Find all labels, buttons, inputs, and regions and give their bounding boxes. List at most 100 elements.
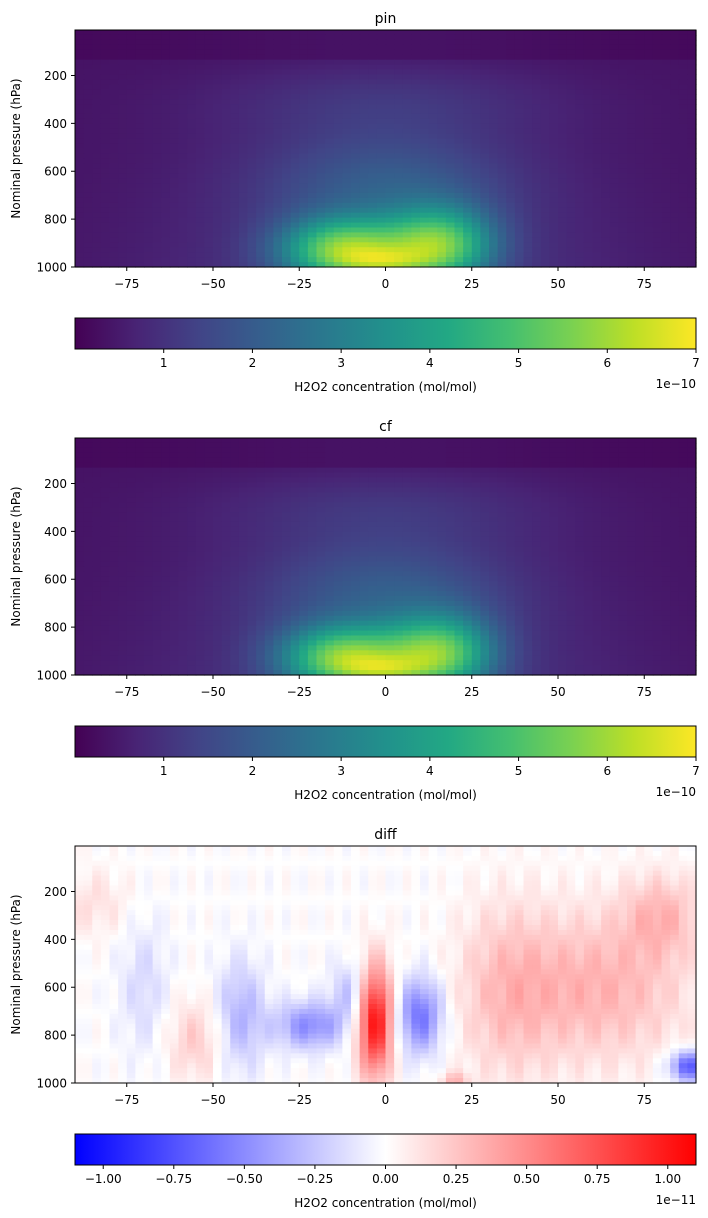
- heatmap-cell: [678, 472, 688, 479]
- heatmap-cell: [144, 457, 154, 464]
- heatmap-cell: [351, 242, 361, 248]
- heatmap-cell: [420, 482, 430, 488]
- heatmap-cell: [299, 44, 309, 51]
- heatmap-cell: [187, 143, 197, 150]
- heatmap-cell: [670, 487, 680, 493]
- heatmap-cell: [687, 457, 697, 464]
- heatmap-cell: [273, 222, 283, 229]
- heatmap-cell: [282, 257, 292, 263]
- heatmap-cell: [83, 438, 93, 444]
- heatmap-cell: [575, 472, 585, 479]
- heatmap-cell: [135, 123, 145, 130]
- heatmap-cell: [351, 207, 361, 214]
- heatmap-cell: [316, 94, 326, 100]
- heatmap-cell: [411, 59, 421, 66]
- heatmap-cell: [463, 212, 473, 219]
- heatmap-cell: [135, 143, 145, 150]
- heatmap-cell: [118, 222, 128, 229]
- heatmap-cell: [523, 39, 533, 46]
- heatmap-cell: [532, 173, 542, 179]
- heatmap-cell: [420, 79, 430, 85]
- heatmap-cell: [437, 178, 447, 184]
- heatmap-cell: [351, 109, 361, 115]
- heatmap-cell: [230, 447, 240, 454]
- heatmap-cell: [230, 457, 240, 464]
- heatmap-cell: [514, 447, 525, 454]
- heatmap-cell: [670, 207, 680, 214]
- heatmap-cell: [583, 49, 594, 56]
- heatmap-cell: [307, 44, 318, 51]
- heatmap-cell: [359, 457, 369, 464]
- heatmap-cell: [144, 148, 154, 155]
- heatmap-cell: [454, 462, 464, 469]
- heatmap-cell: [264, 477, 274, 484]
- heatmap-cell: [368, 477, 378, 484]
- heatmap-cell: [506, 123, 516, 130]
- heatmap-cell: [273, 207, 283, 214]
- heatmap-cell: [376, 492, 387, 498]
- heatmap-cell: [558, 183, 568, 189]
- heatmap-cell: [670, 173, 680, 179]
- heatmap-cell: [394, 123, 404, 130]
- heatmap-cell: [195, 462, 205, 469]
- heatmap-cell: [480, 104, 490, 110]
- heatmap-cell: [523, 104, 533, 110]
- heatmap-cell: [402, 482, 412, 488]
- heatmap-cell: [635, 232, 645, 238]
- heatmap-cell: [325, 467, 335, 474]
- y-tick-label: 1000: [36, 261, 67, 275]
- heatmap-cell: [118, 247, 128, 253]
- heatmap-cell: [463, 158, 473, 164]
- heatmap-cell: [299, 109, 309, 115]
- heatmap-cell: [213, 217, 223, 224]
- heatmap-cell: [126, 118, 136, 125]
- heatmap-cell: [187, 84, 197, 90]
- heatmap-cell: [221, 487, 231, 493]
- heatmap-cell: [402, 99, 412, 105]
- heatmap-cell: [282, 49, 292, 56]
- heatmap-cell: [351, 512, 361, 518]
- heatmap-cell: [213, 168, 223, 174]
- heatmap-cell: [282, 202, 292, 209]
- heatmap-cell: [411, 202, 421, 209]
- heatmap-cell: [411, 237, 421, 243]
- heatmap-cell: [609, 197, 619, 204]
- heatmap-cell: [687, 507, 697, 513]
- heatmap-cell: [92, 192, 102, 199]
- heatmap-cell: [135, 39, 145, 46]
- heatmap-cell: [135, 457, 145, 464]
- heatmap-cell: [394, 94, 404, 100]
- heatmap-cell: [109, 138, 119, 145]
- heatmap-cell: [118, 123, 128, 130]
- heatmap-cell: [652, 153, 663, 159]
- heatmap-cell: [213, 462, 223, 469]
- heatmap-cell: [687, 487, 697, 493]
- heatmap-cell: [161, 482, 171, 488]
- heatmap-cell: [169, 34, 180, 41]
- heatmap-cell: [187, 30, 197, 36]
- heatmap-cell: [618, 447, 628, 454]
- heatmap-cell: [644, 168, 654, 174]
- heatmap-cell: [661, 143, 671, 150]
- heatmap-cell: [359, 34, 369, 41]
- heatmap-cell: [670, 512, 680, 518]
- heatmap-cell: [195, 74, 205, 80]
- heatmap-cell: [687, 512, 697, 518]
- heatmap-cell: [678, 183, 688, 189]
- heatmap-cell: [169, 492, 180, 498]
- heatmap-cell: [661, 438, 671, 444]
- heatmap-cell: [558, 487, 568, 493]
- heatmap-cell: [420, 123, 430, 130]
- heatmap-cell: [618, 74, 628, 80]
- heatmap-cell: [256, 512, 266, 518]
- heatmap-cell: [144, 99, 154, 105]
- heatmap-cell: [152, 477, 162, 484]
- heatmap-cell: [333, 252, 343, 258]
- heatmap-cell: [290, 153, 300, 159]
- heatmap-cell: [514, 133, 525, 140]
- heatmap-cell: [583, 517, 594, 523]
- heatmap-cell: [566, 457, 576, 464]
- heatmap-cell: [652, 502, 663, 508]
- heatmap-cell: [635, 482, 645, 488]
- heatmap-cell: [480, 84, 490, 90]
